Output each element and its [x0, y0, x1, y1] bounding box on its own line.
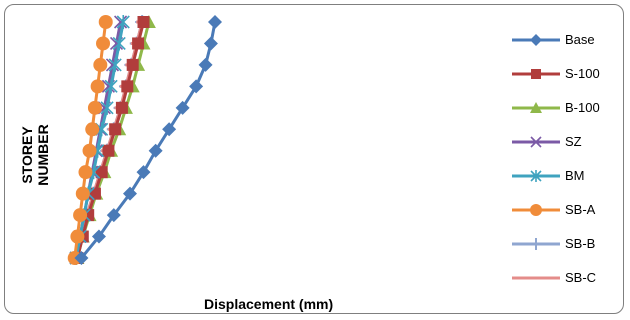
- legend-swatch: [512, 170, 560, 182]
- legend-swatch: [512, 34, 560, 46]
- legend-item: Base: [510, 30, 620, 50]
- legend-marker: [530, 238, 542, 250]
- data-point: [203, 36, 218, 51]
- data-point: [90, 79, 105, 94]
- data-point: [85, 122, 100, 137]
- data-point: [208, 15, 222, 29]
- data-point: [116, 15, 130, 29]
- series-sb-a: [67, 15, 113, 265]
- data-point: [73, 208, 88, 223]
- legend-marker: [531, 276, 541, 280]
- legend-marker: [530, 170, 542, 182]
- data-point: [198, 57, 213, 72]
- data-point: [126, 58, 139, 71]
- data-point: [115, 101, 128, 114]
- data-point: [95, 166, 108, 179]
- data-point: [121, 80, 134, 93]
- data-point: [70, 229, 85, 244]
- legend-marker: [530, 204, 542, 216]
- legend-label: SB-C: [565, 270, 597, 285]
- data-point: [96, 36, 111, 51]
- legend-label: B-100: [565, 100, 600, 115]
- data-point: [137, 16, 150, 28]
- data-point: [74, 251, 89, 265]
- legend-label: SB-A: [565, 202, 596, 217]
- legend-swatch: [512, 276, 560, 280]
- data-point: [106, 208, 121, 223]
- legend-swatch: [512, 69, 560, 79]
- data-point: [136, 165, 151, 180]
- data-point: [108, 57, 122, 72]
- legend-swatch: [512, 238, 560, 250]
- data-point: [104, 79, 118, 94]
- legend-item: SB-C: [510, 268, 620, 288]
- data-point: [112, 36, 126, 51]
- x-axis-title: Displacement (mm): [204, 296, 334, 312]
- legend-label: S-100: [565, 66, 600, 81]
- data-point: [93, 57, 108, 72]
- data-point: [148, 143, 163, 158]
- data-point: [91, 229, 106, 244]
- data-point: [100, 100, 114, 115]
- data-point: [189, 79, 204, 94]
- legend-item: B-100: [510, 98, 620, 118]
- legend-marker: [530, 136, 542, 148]
- legend-item: SB-A: [510, 200, 620, 220]
- data-point: [78, 165, 93, 180]
- data-point: [102, 144, 115, 157]
- data-point: [87, 100, 102, 115]
- legend-item: S-100: [510, 64, 620, 84]
- legend-swatch: [512, 102, 560, 113]
- data-point: [75, 186, 90, 201]
- data-point: [175, 100, 190, 115]
- legend-marker: [530, 102, 542, 113]
- data-point: [114, 15, 128, 29]
- data-point: [132, 37, 145, 50]
- y-axis-title: STOREY NUMBER: [19, 124, 51, 186]
- data-point: [98, 15, 113, 29]
- legend-label: BM: [565, 168, 585, 183]
- legend-marker: [531, 69, 541, 79]
- legend-item: SB-B: [510, 234, 620, 254]
- data-point: [109, 123, 122, 136]
- data-point: [162, 122, 177, 137]
- legend-item: SZ: [510, 132, 620, 152]
- data-point: [82, 143, 97, 158]
- legend-swatch: [512, 136, 560, 148]
- legend-item: BM: [510, 166, 620, 186]
- legend-label: SZ: [565, 134, 582, 149]
- legend-label: SB-B: [565, 236, 596, 251]
- series-base: [74, 15, 222, 265]
- legend-label: Base: [565, 32, 595, 47]
- legend-swatch: [512, 204, 560, 216]
- data-point: [123, 186, 138, 201]
- legend-marker: [530, 34, 542, 46]
